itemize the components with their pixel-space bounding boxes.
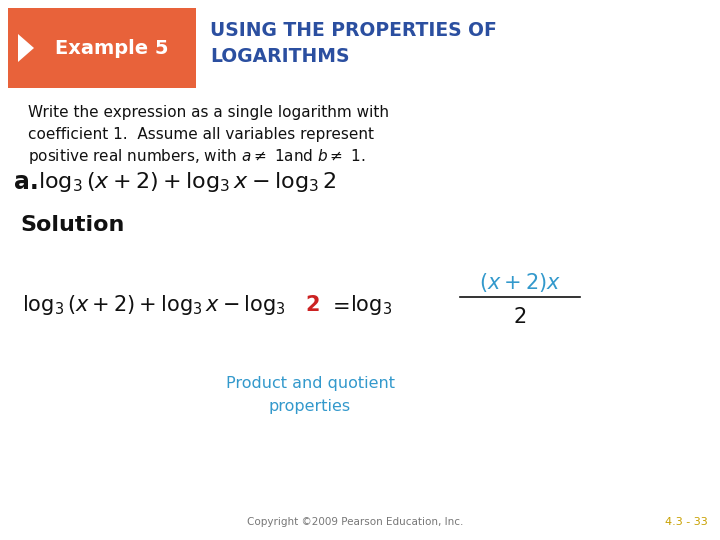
Text: Example 5: Example 5 [55,38,168,57]
Text: $2$: $2$ [513,307,526,327]
Text: $\mathbf{2}$: $\mathbf{2}$ [305,295,320,315]
Text: $(x+2)x$: $(x+2)x$ [479,272,561,294]
Text: a.: a. [14,170,39,194]
Text: $\log_3(x+2)+\log_3 x-\log_3$: $\log_3(x+2)+\log_3 x-\log_3$ [22,293,286,317]
Text: positive real numbers, with $a \neq$ 1and $b \neq$ 1.: positive real numbers, with $a \neq$ 1an… [28,146,366,165]
FancyBboxPatch shape [8,8,196,88]
Text: Solution: Solution [20,215,125,235]
Text: coefficient 1.  Assume all variables represent: coefficient 1. Assume all variables repr… [28,126,374,141]
Text: $=$: $=$ [328,295,349,315]
Text: LOGARITHMS: LOGARITHMS [210,48,349,66]
Text: Copyright ©2009 Pearson Education, Inc.: Copyright ©2009 Pearson Education, Inc. [247,517,463,527]
Text: USING THE PROPERTIES OF: USING THE PROPERTIES OF [210,21,497,39]
Text: Write the expression as a single logarithm with: Write the expression as a single logarit… [28,105,389,119]
Polygon shape [18,34,34,62]
Text: Product and quotient
properties: Product and quotient properties [225,376,395,414]
Text: $\log_3$: $\log_3$ [350,293,392,317]
Text: $\log_3(x+2)+\log_3 x-\log_3 2$: $\log_3(x+2)+\log_3 x-\log_3 2$ [38,170,336,194]
Text: 4.3 - 33: 4.3 - 33 [665,517,708,527]
